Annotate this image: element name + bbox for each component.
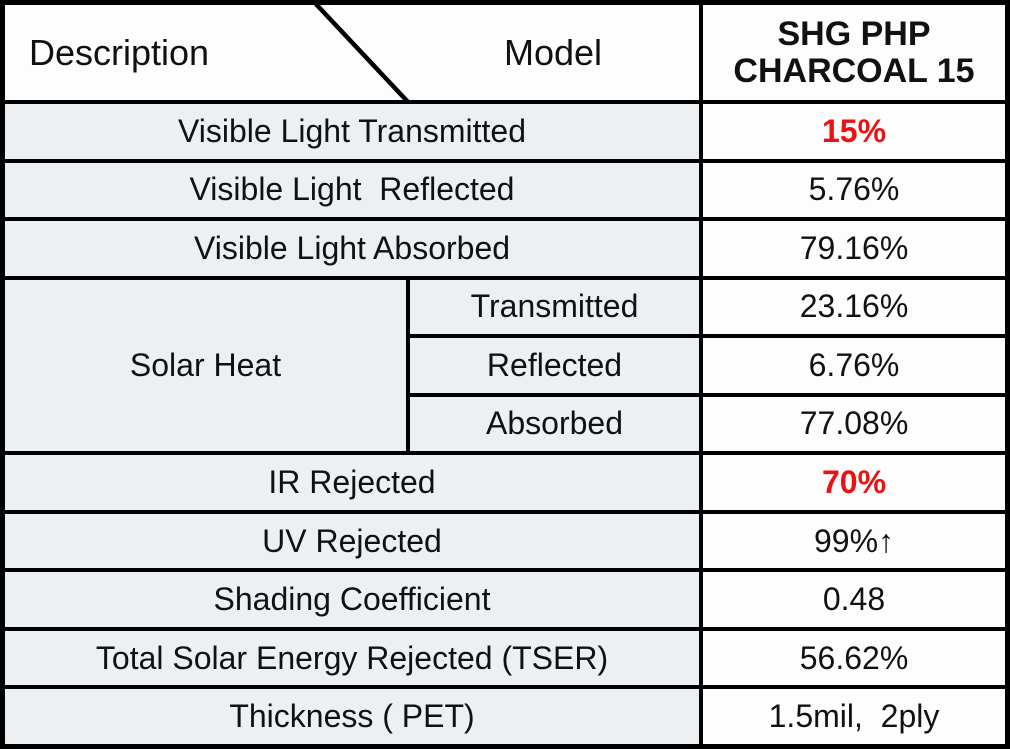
row-value-ir-rejected: 70% xyxy=(703,455,1005,510)
product-name-cell: SHG PHP CHARCOAL 15 xyxy=(703,5,1005,100)
product-name-line2: CHARCOAL 15 xyxy=(733,51,975,90)
row-value-uv-rejected: 99%↑ xyxy=(703,513,1005,569)
row-label-visible-light-transmitted: Visible Light Transmitted xyxy=(5,104,699,159)
row-value-thickness-pet: 1.5mil, 2ply xyxy=(703,689,1005,744)
row-value-visible-light-transmitted: 15% xyxy=(703,104,1005,159)
subrow-value-solar-heat-reflected: 6.76% xyxy=(703,338,1005,393)
header-description-model-cell: Description Model xyxy=(5,5,699,100)
subrow-value-solar-heat-absorbed: 77.08% xyxy=(703,396,1005,452)
model-header-label: Model xyxy=(503,31,603,73)
row-label-thickness-pet: Thickness ( PET) xyxy=(5,689,699,744)
row-value-shading-coefficient: 0.48 xyxy=(703,572,1005,627)
row-value-visible-light-absorbed: 79.16% xyxy=(703,221,1005,276)
product-name-line1: SHG PHP xyxy=(777,14,931,53)
diagonal-divider-line xyxy=(313,5,410,100)
subrow-label-solar-heat-transmitted: Transmitted xyxy=(410,279,699,335)
subrow-value-solar-heat-transmitted: 23.16% xyxy=(703,279,1005,335)
row-label-solar-heat: Solar Heat xyxy=(5,279,406,452)
subrow-label-solar-heat-absorbed: Absorbed xyxy=(410,396,699,452)
row-label-tser: Total Solar Energy Rejected (TSER) xyxy=(5,630,699,686)
row-label-visible-light-absorbed: Visible Light Absorbed xyxy=(5,221,699,276)
row-label-ir-rejected: IR Rejected xyxy=(5,455,699,510)
subrow-label-solar-heat-reflected: Reflected xyxy=(410,338,699,393)
row-label-shading-coefficient: Shading Coefficient xyxy=(5,572,699,627)
row-label-uv-rejected: UV Rejected xyxy=(5,513,699,569)
row-value-tser: 56.62% xyxy=(703,630,1005,686)
row-label-visible-light-reflected: Visible Light Reflected xyxy=(5,162,699,218)
row-value-visible-light-reflected: 5.76% xyxy=(703,162,1005,218)
description-header-label: Description xyxy=(29,31,210,73)
